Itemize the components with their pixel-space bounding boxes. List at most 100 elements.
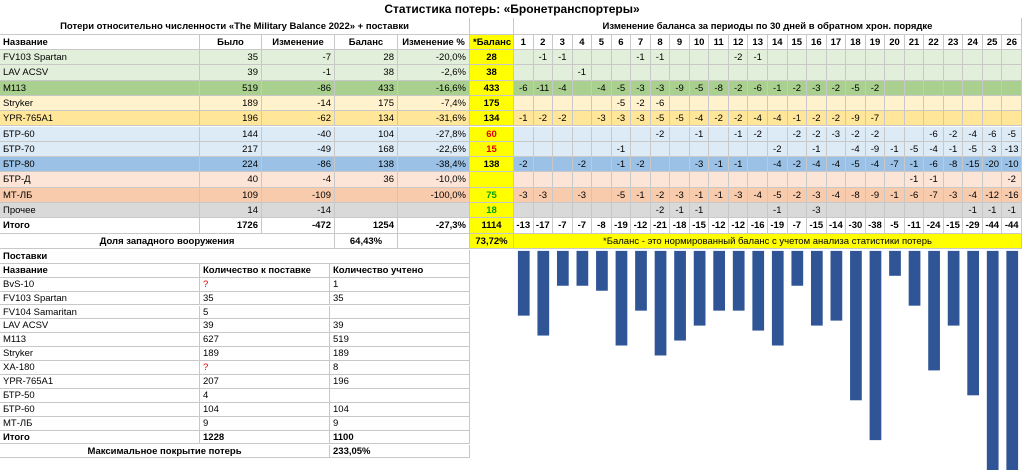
period-cell	[709, 172, 729, 188]
period-cell	[553, 141, 573, 158]
period-cell	[982, 50, 1003, 66]
period-cell	[689, 95, 710, 112]
period-cell	[963, 111, 983, 127]
value-cell: 189	[200, 95, 262, 112]
period-cell: -5	[689, 80, 710, 96]
period-cell	[748, 203, 768, 219]
period-cell	[943, 50, 964, 66]
period-cell: -29	[963, 218, 983, 234]
period-cell: -17	[533, 218, 554, 234]
period-cell: -4	[963, 126, 983, 142]
column-header: Название	[0, 263, 200, 278]
period-cell: -3	[650, 80, 671, 96]
period-cell: -15	[943, 218, 964, 234]
value-cell: 36	[335, 172, 398, 188]
period-cell	[709, 203, 729, 219]
period-cell: -1	[768, 203, 788, 219]
period-header: 13	[748, 35, 768, 51]
period-cell	[768, 172, 788, 188]
period-cell	[904, 126, 925, 142]
bar	[947, 250, 960, 326]
period-header: 16	[807, 35, 827, 51]
period-cell	[572, 203, 593, 219]
period-cell: -8	[943, 157, 964, 173]
period-cell: -1	[572, 65, 593, 81]
bar	[596, 250, 608, 291]
value-cell: -100,0%	[398, 187, 470, 203]
period-cell: -5	[611, 187, 632, 203]
value-cell: 1254	[335, 218, 398, 234]
period-cell: -5	[611, 95, 632, 112]
period-cell	[611, 65, 632, 81]
period-cell	[514, 141, 534, 158]
period-header: 7	[631, 35, 651, 51]
period-cell	[885, 80, 905, 96]
period-cell: -4	[924, 141, 944, 158]
period-cell: -9	[846, 111, 866, 127]
period-cell	[611, 203, 632, 219]
name-cell: BvS-10	[0, 277, 200, 292]
period-cell: -2	[787, 157, 808, 173]
period-cell	[553, 126, 573, 142]
value-cell	[335, 203, 398, 219]
period-cell	[592, 157, 612, 173]
period-cell: -5	[846, 80, 866, 96]
period-cell	[982, 111, 1003, 127]
period-cell	[572, 126, 593, 142]
value-cell: 14	[200, 203, 262, 219]
period-cell	[728, 95, 749, 112]
bar	[967, 250, 980, 396]
period-header: 4	[572, 35, 593, 51]
period-cell: -7	[787, 218, 808, 234]
period-cell: -15	[807, 218, 827, 234]
period-cell	[885, 95, 905, 112]
period-cell: -2	[787, 126, 808, 142]
period-cell	[631, 172, 651, 188]
period-cell: -2	[807, 111, 827, 127]
period-header: 6	[611, 35, 632, 51]
value-cell: 39	[200, 65, 262, 81]
period-cell	[943, 111, 964, 127]
period-cell: -6	[748, 80, 768, 96]
period-cell: -1	[748, 50, 768, 66]
bar	[635, 250, 647, 311]
bar	[850, 250, 862, 401]
period-header: 20	[885, 35, 905, 51]
period-cell: -2	[728, 111, 749, 127]
period-cell: -44	[1002, 218, 1022, 234]
period-cell	[807, 95, 827, 112]
name-cell: LAV ACSV	[0, 319, 200, 334]
period-cell	[826, 203, 847, 219]
period-cell: -2	[553, 111, 573, 127]
period-cell: -2	[943, 126, 964, 142]
period-cell	[904, 111, 925, 127]
period-cell: -1	[982, 203, 1003, 219]
period-cell	[650, 141, 671, 158]
period-cell: -3	[807, 80, 827, 96]
period-cell	[514, 50, 534, 66]
period-cell: -1	[553, 50, 573, 66]
period-cell: -12	[631, 218, 651, 234]
period-cell	[670, 95, 690, 112]
period-cell: -3	[592, 111, 612, 127]
period-cell: -1	[689, 203, 710, 219]
period-cell: -5	[650, 111, 671, 127]
period-cell: -1	[514, 111, 534, 127]
section-header: Потери относительно численности «The Mil…	[0, 18, 470, 35]
period-cell: -4	[826, 157, 847, 173]
period-cell	[572, 141, 593, 158]
period-cell	[670, 65, 690, 81]
period-cell	[846, 95, 866, 112]
period-cell	[885, 50, 905, 66]
period-cell: -24	[924, 218, 944, 234]
value-cell: 28	[470, 50, 514, 66]
period-header: 1	[514, 35, 534, 51]
period-cell	[943, 65, 964, 81]
period-cell: -12	[728, 218, 749, 234]
bar	[576, 250, 589, 286]
period-header: 5	[592, 35, 612, 51]
period-cell	[709, 126, 729, 142]
period-cell: -12	[709, 218, 729, 234]
value-cell	[470, 172, 514, 188]
period-cell	[670, 141, 690, 158]
